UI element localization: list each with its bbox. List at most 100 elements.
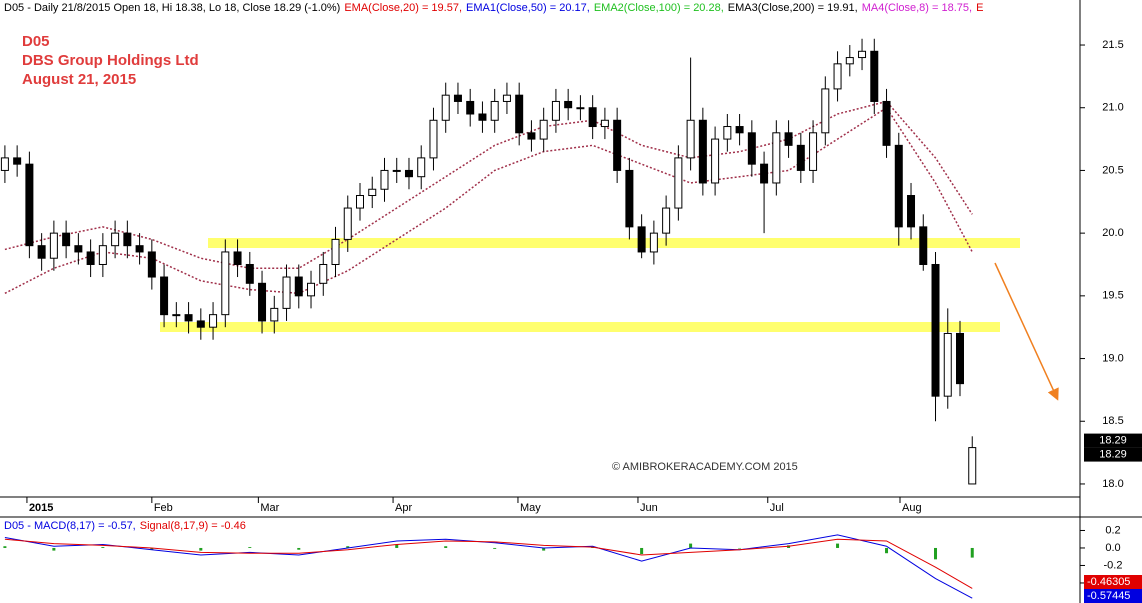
chart-title: August 21, 2015 xyxy=(22,71,136,88)
macd-line xyxy=(4,534,973,599)
header-segment: Signal(8,17,9) = -0.46 xyxy=(140,520,246,532)
candle-body xyxy=(404,169,413,178)
histogram-bar xyxy=(444,546,448,548)
histogram-bar xyxy=(836,543,840,548)
candle-body xyxy=(380,169,389,190)
candle-body xyxy=(870,50,879,102)
candle-body xyxy=(123,232,132,247)
x-tick-label: Mar xyxy=(260,502,279,514)
x-tick-label: Apr xyxy=(395,502,412,514)
candle-body xyxy=(919,226,928,265)
candle-body xyxy=(294,276,303,297)
candle-body xyxy=(747,132,756,165)
candle-body xyxy=(490,100,499,121)
candle-body xyxy=(209,314,218,328)
candle-body xyxy=(796,144,805,171)
y-tick-label: 0.0 xyxy=(1105,542,1120,554)
candle-body xyxy=(637,226,646,253)
y-tick-label: 21.5 xyxy=(1102,39,1123,51)
candle-body xyxy=(772,132,781,184)
candle-body xyxy=(429,119,438,159)
macd-header: D05 - MACD(8,17) = -0.57, Signal(8,17,9) … xyxy=(4,520,246,532)
candle-body xyxy=(368,188,377,197)
candle-body xyxy=(25,163,34,247)
candle-body xyxy=(343,207,352,240)
candle-body xyxy=(221,251,230,316)
candle-body xyxy=(698,119,707,184)
candle-body xyxy=(845,57,854,65)
candle-body xyxy=(588,107,597,128)
chart-title: D05 xyxy=(22,33,50,50)
candle-body xyxy=(809,132,818,171)
candle-body xyxy=(258,282,267,322)
histogram-bar xyxy=(3,546,7,548)
candle-body xyxy=(466,100,475,115)
candle-body xyxy=(62,232,71,247)
header-segment: E xyxy=(976,2,983,14)
x-tick-label: Jun xyxy=(640,502,658,514)
candle-body xyxy=(98,245,107,265)
candle-body xyxy=(760,163,769,184)
price-panel: 18.0 18.5 19.0 19.5 20.0 20.5 21.0 21.5 2015 Feb M… xyxy=(0,2,1142,514)
candle-body xyxy=(821,88,830,134)
indicator-header: D05 - Daily 21/8/2015 Open 18, Hi 18.38,… xyxy=(4,2,983,14)
trend-arrow xyxy=(994,262,1059,401)
candle-body xyxy=(13,157,22,165)
y-tick-label: 18.0 xyxy=(1102,478,1123,490)
candle-body xyxy=(282,276,291,309)
header-segment: EMA2(Close,100) = 20.28, xyxy=(594,2,724,14)
y-tick-label: 20.5 xyxy=(1102,164,1123,176)
x-tick-label: Feb xyxy=(154,502,173,514)
histogram-bar xyxy=(640,547,644,555)
candle-body xyxy=(172,314,181,317)
candle-body xyxy=(392,169,401,172)
candle-body xyxy=(858,50,867,59)
chart-title: DBS Group Holdings Ltd xyxy=(22,52,199,69)
candle-body xyxy=(196,320,205,328)
candle-body xyxy=(907,195,916,228)
macd-panel: 0.20.0-0.2-0.4D05 - MACD(8,17) = -0.57,S… xyxy=(3,520,1142,603)
histogram-bar xyxy=(395,544,399,548)
candle-body xyxy=(417,157,426,178)
candle-body xyxy=(319,263,328,284)
histogram-bar xyxy=(248,547,252,548)
header-segment: EMA1(Close,50) = 20.17, xyxy=(466,2,590,14)
candle-body xyxy=(956,332,964,385)
histogram-bar xyxy=(101,547,105,548)
candle-body xyxy=(160,276,169,316)
candle-body xyxy=(478,113,487,121)
candle-body xyxy=(307,282,316,297)
watermark: © AMIBROKERACADEMY.COM 2015 xyxy=(612,461,798,473)
histogram-bar xyxy=(297,547,301,550)
candle-body xyxy=(784,132,793,146)
last-value-box xyxy=(1084,575,1142,589)
candle-body xyxy=(686,119,695,159)
indicator-line xyxy=(4,100,973,270)
candle-body xyxy=(527,132,536,140)
x-tick-label: 2015 xyxy=(29,502,53,514)
macd-line xyxy=(4,538,973,589)
histogram-bar xyxy=(689,543,693,548)
y-tick-label: 18.5 xyxy=(1102,415,1123,427)
candle-body xyxy=(882,100,891,146)
candle-body xyxy=(74,245,83,253)
histogram-bar xyxy=(52,547,56,551)
last-price-box xyxy=(1084,433,1142,448)
candle-body xyxy=(515,94,524,134)
candle-body xyxy=(551,100,560,121)
candle-body xyxy=(576,107,585,110)
histogram-bar xyxy=(885,547,889,554)
candle-body xyxy=(245,263,254,284)
histogram-bar xyxy=(970,547,974,558)
header-segment: EMA(Close,20) = 19.57, xyxy=(344,2,462,14)
histogram-bar xyxy=(199,547,203,551)
y-tick-label: 20.0 xyxy=(1102,227,1123,239)
histogram-bar xyxy=(542,547,546,551)
histogram-bar xyxy=(934,547,938,560)
histogram-bar xyxy=(150,547,154,550)
y-tick-label: 19.0 xyxy=(1102,352,1123,364)
candle-body xyxy=(331,238,340,265)
candle-body xyxy=(931,263,940,397)
indicator-line xyxy=(4,106,973,295)
